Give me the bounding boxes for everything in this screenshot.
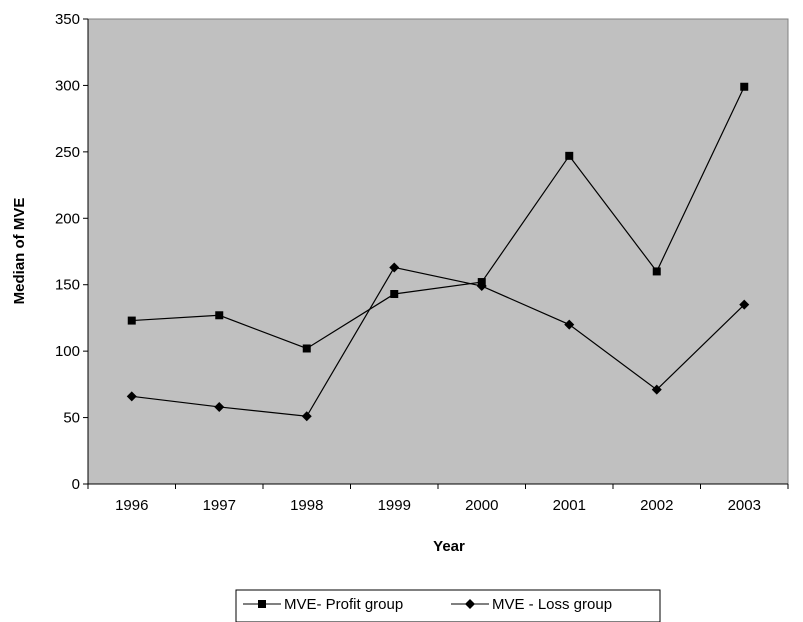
data-point-profit [215,311,224,320]
y-axis-title: Median of MVE [11,198,28,305]
data-point-profit [740,82,749,91]
x-axis-ticks: 1996 1997 1998 1999 2000 2001 2002 2003 [87,484,789,514]
series-line-loss [131,266,745,417]
legend-marker-profit [258,600,266,608]
x-tick-label: 2002 [640,497,673,514]
x-tick-label: 2001 [553,497,586,514]
y-tick-label: 250 [55,144,80,161]
series-layer [126,82,750,422]
y-tick-label: 100 [55,343,80,360]
legend-label-profit: MVE- Profit group [284,596,403,613]
series-line-profit [131,86,745,350]
legend-item-loss: MVE - Loss group [451,596,612,613]
data-point-profit [302,344,311,353]
data-point-profit [652,267,661,276]
data-point-loss [651,384,662,395]
x-tick-label: 1998 [290,497,323,514]
data-point-loss [214,401,225,412]
data-point-loss [126,391,137,402]
data-point-loss [301,411,312,422]
x-tick-label: 1997 [203,497,236,514]
y-tick-label: 350 [55,11,80,28]
x-tick-label: 2003 [728,497,761,514]
legend-label-loss: MVE - Loss group [492,596,612,613]
data-point-loss [476,281,487,292]
legend-item-profit: MVE- Profit group [243,596,403,613]
data-point-profit [127,316,136,325]
y-tick-label: 300 [55,77,80,94]
data-point-loss [739,299,750,310]
legend-box [235,589,661,622]
x-tick-label: 1999 [378,497,411,514]
plot-area [87,18,789,485]
x-tick-label: 1996 [115,497,148,514]
x-axis-title: Year [433,538,465,555]
y-tick-label: 0 [72,476,80,493]
data-point-profit [565,151,574,160]
y-tick-label: 200 [55,210,80,227]
y-tick-label: 150 [55,277,80,294]
data-point-loss [564,319,575,330]
legend-marker-loss [465,599,475,609]
data-point-loss [389,262,400,273]
data-point-profit [390,290,399,299]
y-axis-ticks: 0 50 100 150 200 250 300 350 [55,11,88,493]
legend: MVE- Profit group MVE - Loss group [235,589,661,622]
x-tick-label: 2000 [465,497,498,514]
y-tick-label: 50 [63,410,80,427]
